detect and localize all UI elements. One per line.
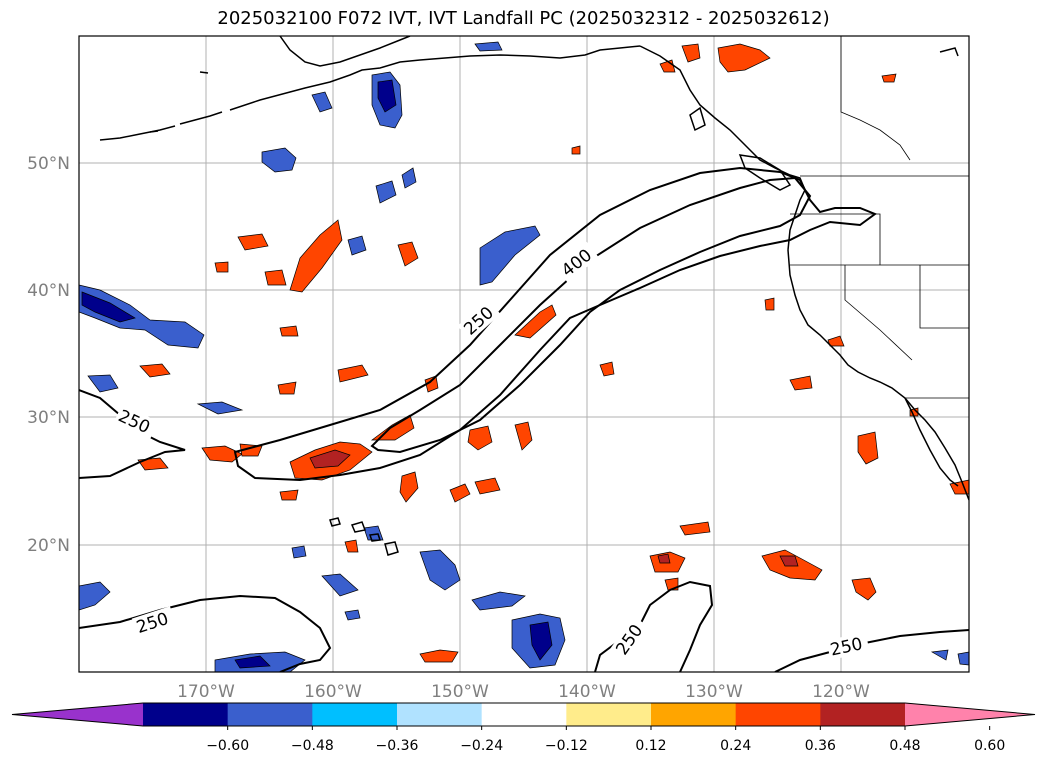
- lat-label-40n: 40°N: [27, 281, 70, 301]
- graticule: [79, 36, 969, 672]
- colorbar-segment: [397, 703, 483, 726]
- colorbar-extend-low: [12, 703, 143, 726]
- colorbar-tick-label: 0.24: [720, 738, 751, 754]
- colorbar-segment: [735, 703, 821, 726]
- lon-label-150w: 150°W: [431, 682, 489, 702]
- colorbar-tick-label: 0.12: [635, 738, 666, 754]
- lat-label-50n: 50°N: [27, 154, 70, 174]
- lon-label-130w: 130°W: [685, 682, 743, 702]
- colorbar-segment: [651, 703, 737, 726]
- longitude-labels: 170°W 160°W 150°W 140°W 130°W 120°W: [177, 682, 870, 702]
- colorbar-segment: [143, 703, 229, 726]
- map-title: 2025032100 F072 IVT, IVT Landfall PC (20…: [217, 8, 830, 29]
- colorbar-segment: [227, 703, 313, 726]
- political-boundaries: [790, 36, 969, 399]
- colorbar-segment: [566, 703, 652, 726]
- colorbar-tick-label: −0.36: [376, 738, 419, 754]
- map-frame: [78, 35, 970, 673]
- colorbar-tick-label: −0.60: [206, 738, 249, 754]
- colorbar-segment: [312, 703, 398, 726]
- lon-label-170w: 170°W: [177, 682, 235, 702]
- colorbar-tick-label: 0.60: [974, 738, 1005, 754]
- colorbar-tick-label: −0.12: [545, 738, 588, 754]
- negative-ivt-regions: [79, 41, 969, 672]
- ivt-250-contour-west: [79, 389, 186, 479]
- colorbar-segment: [481, 703, 567, 726]
- colorbar-outline: [11, 702, 1036, 727]
- colorbar-tick-label: −0.24: [460, 738, 503, 754]
- ivt-250-contour-main: [233, 166, 878, 482]
- colorbar-extend-high: [905, 703, 1035, 726]
- coastlines: [99, 36, 969, 556]
- ivt-400-contour: [370, 176, 812, 454]
- lat-label-30n: 30°N: [27, 408, 70, 428]
- lon-label-120w: 120°W: [812, 682, 870, 702]
- colorbar-tick-label: 0.36: [805, 738, 836, 754]
- colorbar-tick-label: 0.48: [889, 738, 920, 754]
- map-area: [79, 36, 969, 672]
- lon-label-160w: 160°W: [304, 682, 362, 702]
- contour-labels: 250 400 250 250 250 250: [113, 241, 870, 661]
- latitude-labels: 50°N 40°N 30°N 20°N: [27, 154, 70, 556]
- colorbar: −0.60 −0.48 −0.36 −0.24 −0.12 0.12 0.24 0.36 0.4…: [11, 702, 1036, 754]
- lat-label-20n: 20°N: [27, 536, 70, 556]
- colorbar-segment: [820, 703, 906, 726]
- lon-label-140w: 140°W: [558, 682, 616, 702]
- colorbar-tick-label: −0.48: [291, 738, 334, 754]
